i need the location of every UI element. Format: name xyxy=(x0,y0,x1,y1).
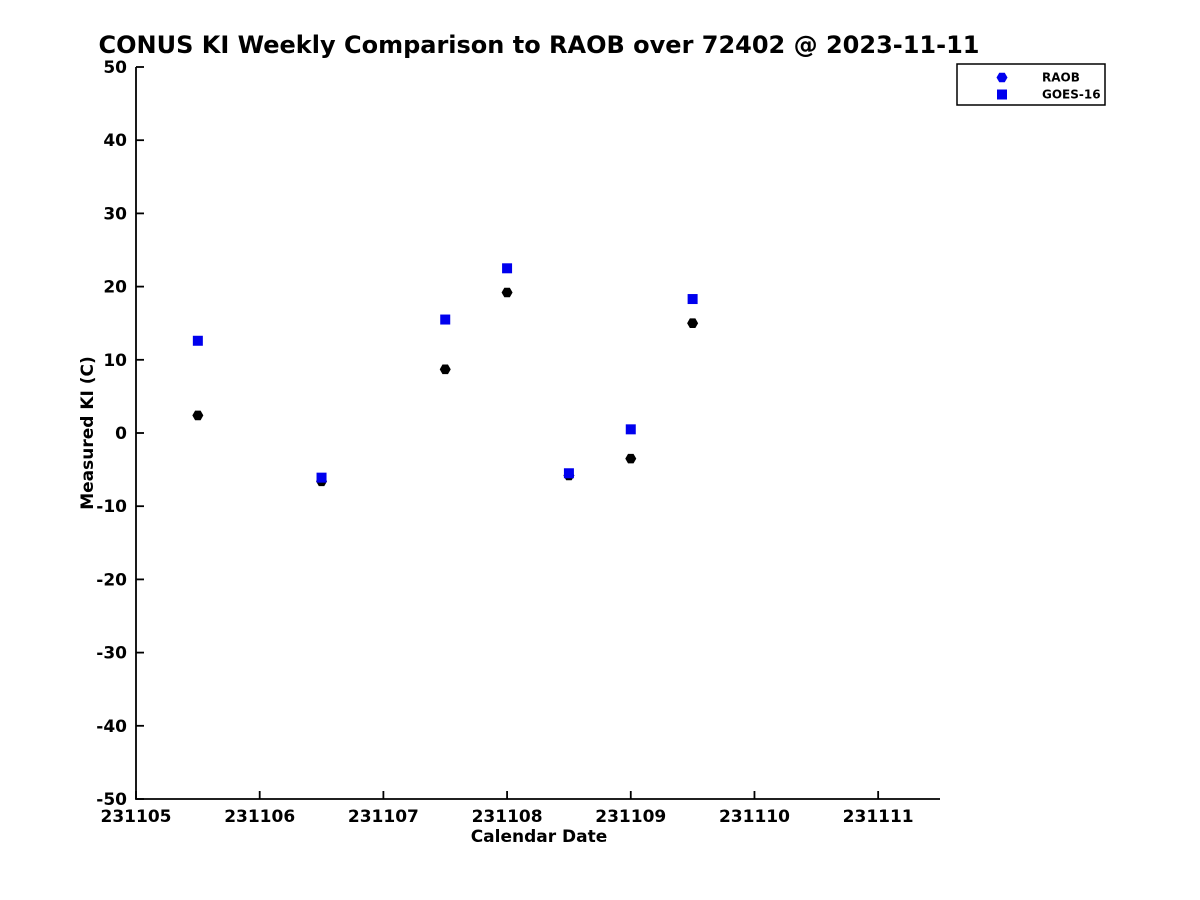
legend: RAOB GOES-16 xyxy=(956,63,1106,106)
y-tick-label: -40 xyxy=(96,717,127,737)
x-tick-label: 231111 xyxy=(843,807,914,827)
x-tick-label: 231105 xyxy=(101,807,172,827)
y-tick-label: 0 xyxy=(115,424,127,444)
x-tick-label: 231108 xyxy=(472,807,543,827)
y-tick-label: 10 xyxy=(103,351,127,371)
legend-box xyxy=(956,63,1106,106)
data-point-goes-16 xyxy=(316,472,327,483)
y-tick-label: -50 xyxy=(96,790,127,810)
series-goes-16 xyxy=(192,263,698,483)
y-tick-label: -30 xyxy=(96,644,127,664)
x-tick-label: 231107 xyxy=(348,807,419,827)
data-point-goes-16 xyxy=(502,263,513,274)
data-point-raob xyxy=(501,287,513,298)
y-tick-label: 40 xyxy=(103,131,127,151)
x-axis-label: Calendar Date xyxy=(470,827,608,847)
legend-label-raob: RAOB xyxy=(1042,71,1080,85)
x-tick-label: 231110 xyxy=(719,807,790,827)
legend-marker-raob xyxy=(996,72,1008,83)
y-tick-label: 50 xyxy=(103,58,127,78)
data-point-goes-16 xyxy=(687,294,698,305)
y-tick-label: -10 xyxy=(96,497,127,517)
y-tick-label: 20 xyxy=(103,278,127,298)
y-tick-label: 30 xyxy=(103,204,127,224)
data-point-raob xyxy=(625,453,637,464)
data-point-raob xyxy=(439,364,451,375)
data-point-raob xyxy=(192,410,204,421)
x-tick-label: 231106 xyxy=(224,807,295,827)
legend-marker-goes-16 xyxy=(997,89,1007,100)
data-point-goes-16 xyxy=(440,314,451,325)
data-point-raob xyxy=(687,318,699,328)
data-point-goes-16 xyxy=(563,468,574,479)
data-point-goes-16 xyxy=(192,335,203,346)
legend-label-goes-16: GOES-16 xyxy=(1042,88,1101,102)
x-tick-label: 231109 xyxy=(595,807,666,827)
data-point-goes-16 xyxy=(625,424,636,435)
chart-title: CONUS KI Weekly Comparison to RAOB over … xyxy=(98,31,980,59)
y-tick-label: -20 xyxy=(96,570,127,590)
